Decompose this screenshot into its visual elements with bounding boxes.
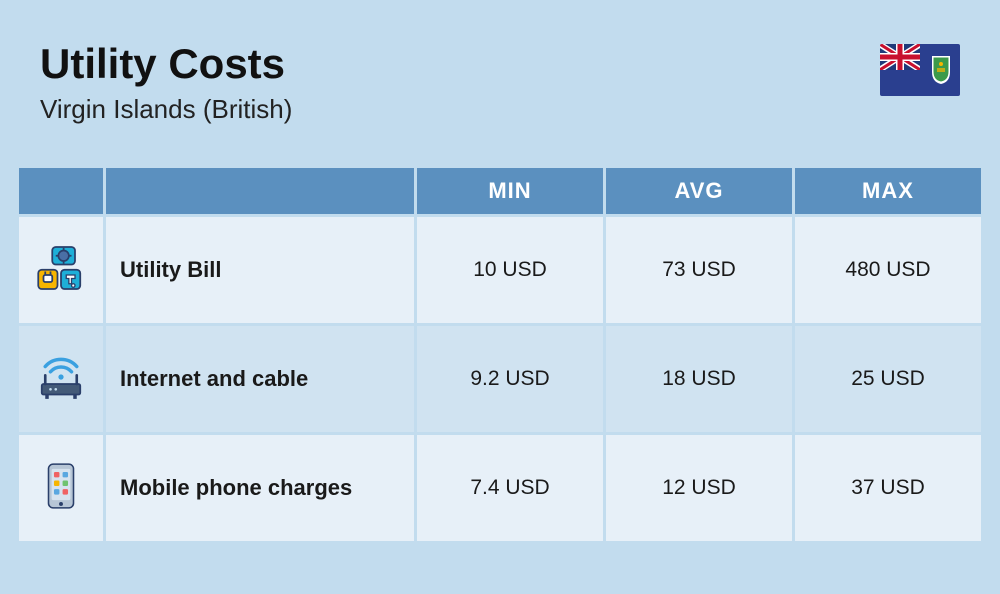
row-avg: 12 USD [606, 435, 792, 541]
page-title: Utility Costs [40, 40, 292, 88]
bvi-flag-icon [880, 44, 960, 96]
row-label: Mobile phone charges [106, 435, 414, 541]
row-max: 37 USD [795, 435, 981, 541]
phone-icon [31, 456, 91, 516]
row-max: 25 USD [795, 326, 981, 432]
col-header-label [106, 168, 414, 214]
col-header-icon [19, 168, 103, 214]
row-icon-cell [19, 326, 103, 432]
row-label: Internet and cable [106, 326, 414, 432]
col-header-min: MIN [417, 168, 603, 214]
table-row: Utility Bill 10 USD 73 USD 480 USD [19, 217, 981, 323]
utilities-icon [31, 238, 91, 298]
table-row: Internet and cable 9.2 USD 18 USD 25 USD [19, 326, 981, 432]
row-avg: 73 USD [606, 217, 792, 323]
row-label: Utility Bill [106, 217, 414, 323]
row-icon-cell [19, 217, 103, 323]
row-avg: 18 USD [606, 326, 792, 432]
col-header-avg: AVG [606, 168, 792, 214]
header: Utility Costs Virgin Islands (British) [0, 0, 1000, 145]
cost-table: MIN AVG MAX [0, 145, 1000, 544]
table-row: Mobile phone charges 7.4 USD 12 USD 37 U… [19, 435, 981, 541]
col-header-max: MAX [795, 168, 981, 214]
title-block: Utility Costs Virgin Islands (British) [40, 40, 292, 125]
row-min: 10 USD [417, 217, 603, 323]
internet-icon [31, 347, 91, 407]
row-min: 9.2 USD [417, 326, 603, 432]
row-icon-cell [19, 435, 103, 541]
table-header-row: MIN AVG MAX [19, 168, 981, 214]
page-subtitle: Virgin Islands (British) [40, 94, 292, 125]
row-max: 480 USD [795, 217, 981, 323]
row-min: 7.4 USD [417, 435, 603, 541]
